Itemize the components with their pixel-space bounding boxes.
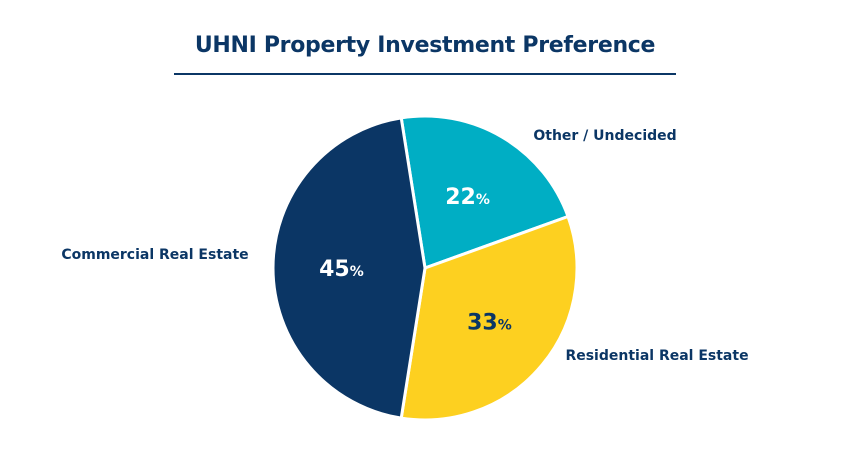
pie-slice: [399, 214, 579, 422]
title-underline: [174, 73, 676, 75]
slice-percent-label: 45%: [319, 257, 364, 282]
slice-category-label: Commercial Real Estate: [61, 247, 248, 263]
chart-title: UHNI Property Investment Preference: [194, 33, 656, 58]
slice-category-label: Residential Real Estate: [565, 348, 748, 364]
slice-percent-label: 33%: [467, 310, 512, 335]
slice-category-label: Other / Undecided: [533, 128, 676, 144]
slice-percent-label: 22%: [445, 185, 490, 210]
pie-slice: [271, 116, 427, 420]
